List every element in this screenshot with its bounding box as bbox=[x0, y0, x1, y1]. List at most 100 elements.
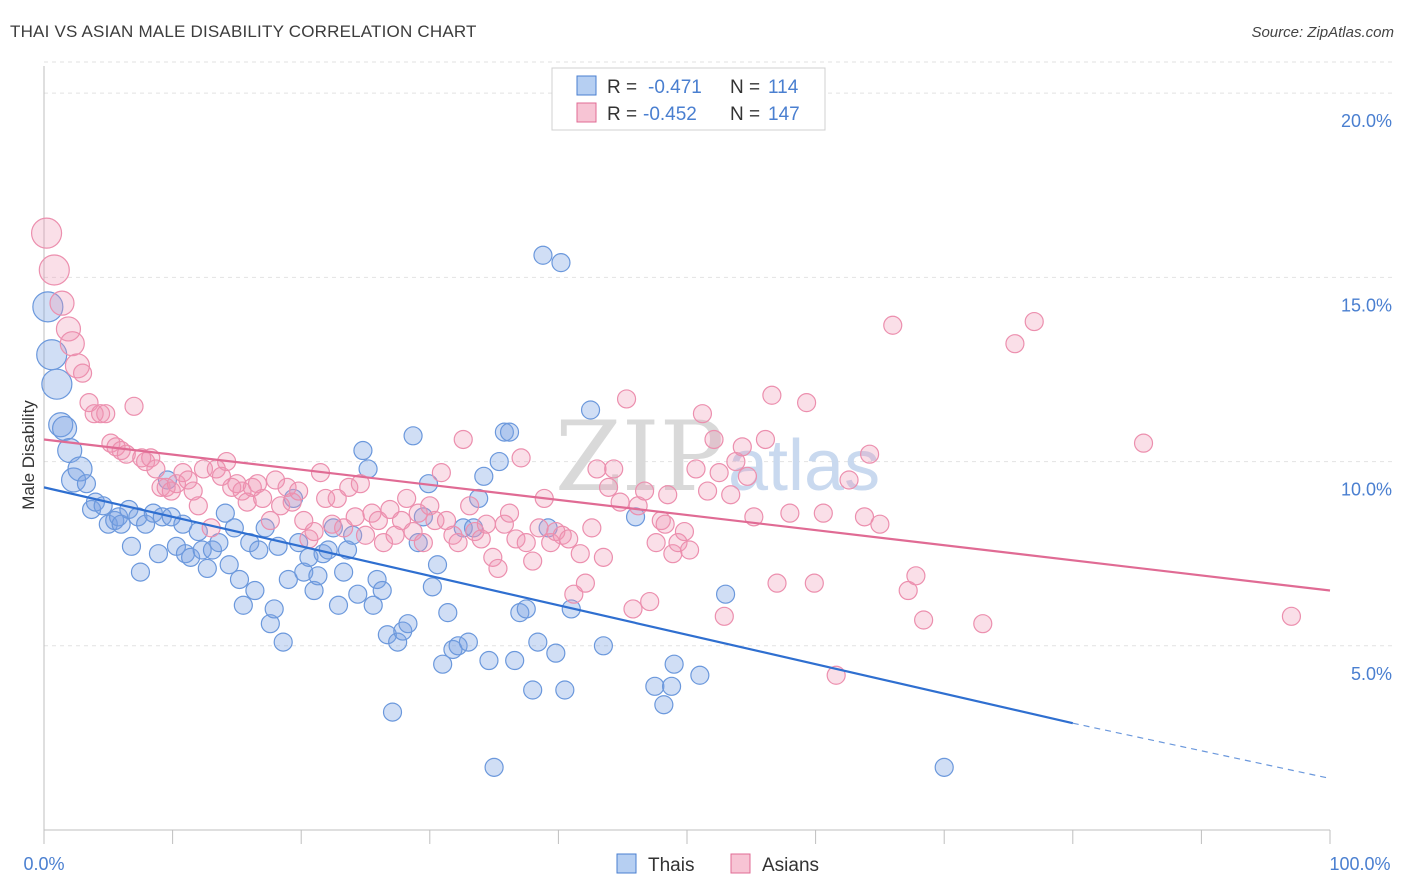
asians-point bbox=[709, 463, 729, 483]
asians-point bbox=[425, 510, 445, 531]
legend-r-label-thais: R = bbox=[607, 77, 637, 98]
asians-point bbox=[79, 393, 99, 413]
x-tick-label-max: 100.0% bbox=[1329, 854, 1390, 874]
asians-point bbox=[151, 477, 171, 497]
thais-point bbox=[76, 474, 97, 494]
asians-point bbox=[616, 389, 637, 409]
asians-point bbox=[559, 529, 579, 549]
thais-point bbox=[443, 639, 463, 660]
thais-point bbox=[245, 580, 265, 601]
asians-point bbox=[476, 514, 496, 534]
asians-point bbox=[755, 429, 776, 450]
asians-point bbox=[471, 529, 491, 549]
asians-point bbox=[804, 573, 824, 593]
legend-swatch-asians bbox=[576, 102, 597, 123]
thais-point bbox=[105, 510, 125, 531]
thais-point bbox=[108, 507, 129, 527]
legend-n-label-thais: N = bbox=[730, 77, 760, 98]
y-axis-tick-labels: 5.0% 10.0% 15.0% 20.0% bbox=[1341, 111, 1392, 684]
asians-point bbox=[327, 488, 347, 509]
x-tick-label-min: 0.0% bbox=[23, 854, 64, 874]
asians-point bbox=[570, 544, 590, 564]
asians-point bbox=[237, 492, 257, 512]
thais-point bbox=[273, 632, 293, 652]
stats-legend-box bbox=[551, 67, 826, 131]
asians-point bbox=[124, 396, 144, 416]
y-axis-label: Male Disability bbox=[19, 400, 38, 510]
asians-point bbox=[732, 437, 752, 457]
thais-point bbox=[372, 580, 392, 601]
thais-point bbox=[377, 625, 397, 645]
asians-point bbox=[623, 599, 643, 619]
asians-point bbox=[38, 254, 70, 286]
thais-point bbox=[510, 603, 530, 623]
asians-point bbox=[460, 496, 480, 516]
asians-point bbox=[870, 514, 890, 534]
thais-point bbox=[334, 562, 354, 582]
thais-point bbox=[645, 676, 665, 696]
thais-point bbox=[278, 569, 298, 590]
thais-point bbox=[934, 757, 954, 777]
asians-point bbox=[304, 521, 324, 542]
trend-line-thais bbox=[43, 486, 1074, 725]
asians-point bbox=[854, 507, 875, 527]
thais-point bbox=[533, 245, 553, 265]
asians-point bbox=[1133, 433, 1154, 453]
asians-point bbox=[260, 510, 280, 531]
thais-point bbox=[422, 577, 442, 597]
source-credit: Source: ZipAtlas.com bbox=[1251, 24, 1394, 41]
thais-point bbox=[294, 562, 314, 582]
legend-n-value-asians: 147 bbox=[768, 104, 800, 125]
asians-point bbox=[780, 503, 800, 523]
thais-point bbox=[523, 680, 543, 700]
y-tick-label: 20.0% bbox=[1341, 111, 1392, 131]
thais-point bbox=[32, 291, 64, 323]
thais-point bbox=[433, 654, 453, 674]
asians-point bbox=[1281, 606, 1302, 626]
legend-swatch-thais bbox=[576, 75, 597, 96]
asians-point bbox=[634, 481, 655, 501]
asians-point bbox=[49, 290, 75, 316]
asians-point bbox=[135, 451, 156, 472]
asians-point bbox=[345, 507, 365, 527]
x-axis-ticks bbox=[43, 830, 1331, 844]
asians-point bbox=[465, 521, 485, 542]
thais-point bbox=[202, 540, 223, 560]
asians-point bbox=[84, 404, 104, 424]
thais-point bbox=[135, 514, 156, 534]
asians-point bbox=[362, 503, 382, 523]
asians-point bbox=[448, 533, 468, 553]
asians-point bbox=[494, 514, 514, 534]
y-tick-label: 5.0% bbox=[1351, 664, 1392, 684]
thais-point bbox=[233, 595, 253, 615]
asians-point bbox=[655, 514, 675, 534]
thais-point bbox=[499, 422, 520, 442]
thais-point bbox=[438, 603, 458, 623]
asians-point bbox=[322, 514, 342, 534]
asians-point bbox=[516, 533, 536, 553]
trend-line-thais-extension bbox=[1072, 722, 1331, 780]
thais-point bbox=[528, 632, 548, 652]
thais-point bbox=[224, 518, 244, 538]
thais-point bbox=[593, 636, 614, 656]
thais-point bbox=[382, 702, 403, 722]
thais-point bbox=[337, 540, 358, 560]
thais-point bbox=[209, 533, 229, 553]
asians-point bbox=[277, 477, 297, 497]
asians-point bbox=[368, 510, 388, 531]
asians-point bbox=[282, 492, 302, 512]
thais-point bbox=[130, 562, 151, 582]
thais-point bbox=[353, 440, 373, 461]
asians-point bbox=[265, 470, 286, 490]
series-legend-label-asians: Asians bbox=[762, 855, 819, 876]
asians-point bbox=[552, 525, 572, 545]
thais-point bbox=[489, 451, 509, 472]
asians-point bbox=[146, 459, 166, 479]
trend-lines bbox=[43, 438, 1331, 780]
asians-point bbox=[1005, 334, 1025, 354]
thais-point bbox=[474, 466, 494, 486]
asians-point bbox=[714, 606, 734, 626]
thais-point bbox=[505, 650, 525, 671]
asians-point bbox=[704, 429, 724, 450]
asians-point bbox=[737, 466, 758, 486]
